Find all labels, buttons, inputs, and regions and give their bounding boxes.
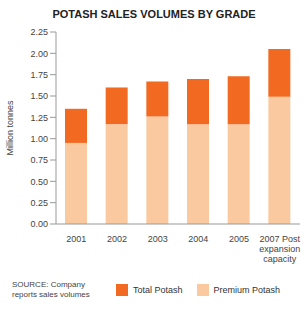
svg-text:0.25: 0.25 [30,198,48,208]
svg-text:0.50: 0.50 [30,177,48,187]
svg-text:2002: 2002 [107,234,127,244]
svg-text:Million tonnes: Million tonnes [8,100,15,156]
svg-text:2.00: 2.00 [30,49,48,59]
svg-text:2.25: 2.25 [30,27,48,37]
svg-text:0.00: 0.00 [30,219,48,229]
svg-text:2001: 2001 [66,234,86,244]
html-text:Premium Potash: Premium Potash [213,285,281,295]
html-text:SOURCE: Company reports sales: SOURCE: Company reports sales volumes [12,280,90,299]
svg-text:1.50: 1.50 [30,91,48,101]
html-text:POTASH SALES VOLUMES BY GRADE: POTASH SALES VOLUMES BY GRADE [52,8,256,20]
svg-text:2005: 2005 [229,234,249,244]
html-text:Total Potash: Total Potash [133,285,183,295]
svg-text:2003: 2003 [148,234,168,244]
svg-text:1.00: 1.00 [30,134,48,144]
svg-text:1.25: 1.25 [30,113,48,123]
svg-text:1.75: 1.75 [30,70,48,80]
svg-text:2007 Postexpansioncapacity: 2007 Postexpansioncapacity [259,234,300,264]
svg-text:0.75: 0.75 [30,155,48,165]
svg-text:2004: 2004 [188,234,208,244]
